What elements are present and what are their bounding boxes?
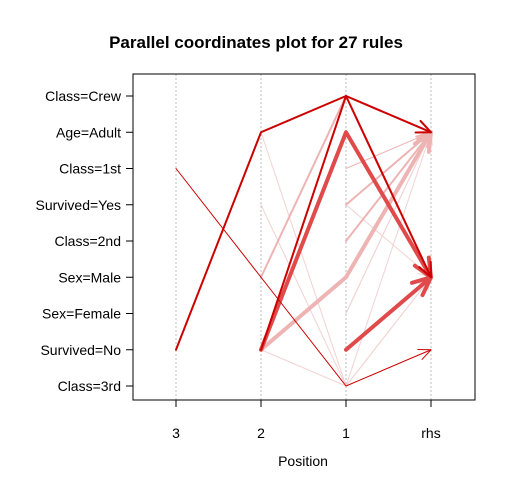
x-tick-label: 3 — [172, 425, 180, 441]
x-axis: 3 2 1 rhs — [172, 400, 441, 441]
y-tick-label: Class=1st — [59, 161, 121, 177]
y-tick-label: Class=2nd — [54, 233, 121, 249]
y-axis: Class=Crew Age=Adult Class=1st Survived=Yes… — [36, 88, 133, 394]
y-tick-label: Age=Adult — [56, 124, 121, 140]
rule-10 — [345, 131, 432, 206]
y-tick-label: Survived=No — [40, 342, 121, 358]
y-tick-label: Class=3rd — [58, 378, 121, 394]
rule-15 — [175, 95, 432, 351]
y-tick-label: Survived=Yes — [36, 197, 121, 213]
rule-17 — [260, 95, 432, 351]
x-tick-label: 1 — [342, 425, 350, 441]
y-tick-label: Sex=Female — [42, 306, 121, 322]
rule-lines — [175, 95, 433, 387]
y-tick-label: Sex=Male — [58, 269, 121, 285]
plot-frame — [132, 73, 476, 401]
rule-14 — [344, 275, 433, 352]
x-tick-label: rhs — [421, 425, 440, 441]
chart-title: Parallel coordinates plot for 27 rules — [109, 33, 403, 52]
x-tick-label: 2 — [257, 425, 265, 441]
rule-16 — [175, 168, 432, 387]
x-axis-title: Position — [278, 453, 328, 469]
y-tick-label: Class=Crew — [45, 88, 122, 104]
